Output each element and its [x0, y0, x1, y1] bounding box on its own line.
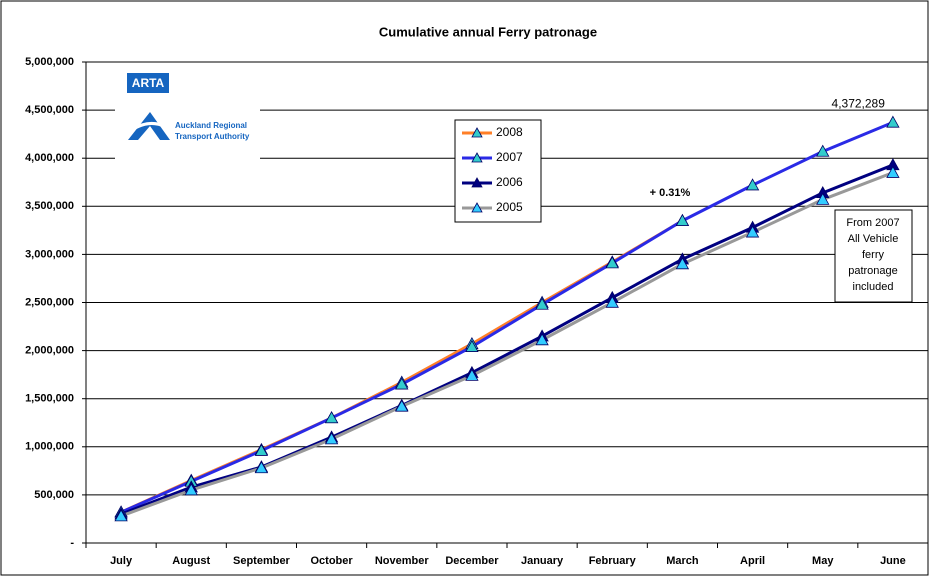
data-point: [254, 443, 269, 456]
legend: 2008 2007 2006 2005: [454, 119, 542, 223]
x-tick-label: July: [110, 555, 133, 567]
y-tick-label: 4,000,000: [25, 152, 74, 164]
data-point: [114, 509, 128, 522]
logo: ARTA Auckland Regional Transport Authori…: [115, 70, 260, 160]
legend-marker: [471, 202, 483, 213]
data-point: [605, 295, 619, 308]
data-point: [465, 368, 479, 381]
y-tick-label: 2,500,000: [25, 296, 74, 308]
y-tick-label: -: [70, 537, 74, 549]
chart-title: Cumulative annual Ferry patronage: [379, 24, 597, 39]
note-text: All Vehicle: [848, 233, 899, 245]
note-text: From 2007: [846, 217, 899, 229]
y-tick-label: 3,500,000: [25, 200, 74, 212]
data-point: [886, 115, 900, 128]
data-point: [675, 257, 690, 270]
x-tick-label: September: [233, 555, 291, 567]
annotation: + 0.31%: [650, 187, 691, 199]
data-point: [675, 213, 690, 226]
logo-line2: Transport Authority: [175, 132, 250, 141]
legend-box: [454, 119, 542, 223]
data-point: [535, 297, 549, 310]
note-text: included: [853, 281, 894, 293]
legend-label: 2006: [496, 175, 523, 189]
x-tick-label: October: [310, 555, 353, 567]
data-point: [324, 411, 339, 424]
x-tick-label: November: [375, 555, 430, 567]
legend-marker: [471, 152, 483, 163]
data-point: [465, 339, 479, 352]
y-tick-label: 2,000,000: [25, 345, 74, 357]
data-point: [886, 165, 900, 178]
data-label: 4,372,289: [832, 97, 886, 111]
x-tick-label: April: [740, 555, 765, 567]
legend-marker: [471, 127, 483, 138]
x-tick-label: March: [666, 555, 699, 567]
y-tick-label: 1,500,000: [25, 393, 74, 405]
y-tick-label: 4,500,000: [25, 104, 74, 116]
series-line: [120, 171, 894, 518]
data-point: [816, 192, 830, 205]
plot-area: [82, 61, 928, 548]
data-point: [605, 256, 619, 269]
data-point: [816, 144, 830, 157]
note-text: patronage: [848, 265, 898, 277]
logo-acronym: ARTA: [132, 76, 165, 90]
x-tick-label: February: [589, 555, 637, 567]
y-tick-label: 3,000,000: [25, 248, 74, 260]
logo-badge: [127, 73, 169, 93]
legend-label: 2005: [496, 200, 523, 214]
logo-line1: Auckland Regional: [175, 121, 247, 130]
data-point: [745, 178, 760, 191]
logo-icon: [128, 112, 170, 140]
x-tick-label: December: [445, 555, 499, 567]
legend-label: 2007: [496, 150, 523, 164]
note-box-frame: [834, 209, 913, 303]
data-point: [395, 377, 409, 390]
data-point: [395, 399, 409, 412]
y-tick-label: 500,000: [34, 489, 74, 501]
x-tick-label: January: [521, 555, 564, 567]
data-point: [745, 225, 760, 238]
legend-label: 2008: [496, 125, 523, 139]
data-point: [535, 333, 549, 346]
x-tick-label: August: [172, 555, 210, 567]
series-line: [120, 121, 894, 514]
data-point: [324, 432, 339, 445]
x-tick-label: May: [812, 555, 834, 567]
y-tick-label: 5,000,000: [25, 56, 74, 68]
data-point: [184, 483, 198, 496]
note-text: ferry: [862, 249, 885, 261]
x-tick-label: June: [880, 555, 906, 567]
logo-icon-curve: [131, 122, 169, 132]
legend-marker: [471, 177, 483, 188]
y-tick-label: 1,000,000: [25, 441, 74, 453]
note-box: From 2007 All Vehicle ferry patronage includ…: [834, 209, 913, 303]
data-point: [254, 461, 269, 474]
